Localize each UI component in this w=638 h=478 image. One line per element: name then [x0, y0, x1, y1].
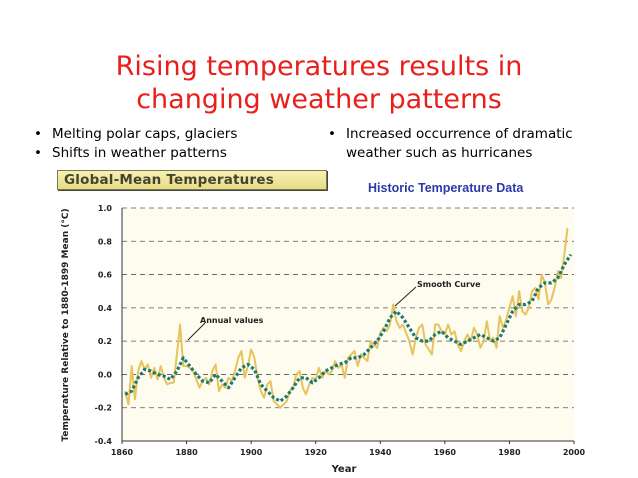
y-tick-label: 0.8	[98, 237, 113, 246]
y-tick-labels: 1.0 0.8 0.6 0.4 0.2 0.0 -0.2 -0.4	[95, 204, 113, 446]
y-tick-label: 0.0	[98, 370, 113, 379]
annual-values-series	[124, 227, 569, 409]
bullet-text-line-2: weather such as hurricanes	[346, 145, 533, 161]
annual-values-line	[124, 227, 569, 409]
bullet-list-right: Increased occurrence of dramatic weather…	[324, 125, 624, 163]
x-tick-label: 1860	[111, 448, 134, 457]
bullet-item: Increased occurrence of dramatic weather…	[324, 125, 624, 163]
y-tick-label: -0.4	[95, 437, 113, 446]
y-tick-label: 0.4	[98, 304, 113, 313]
smooth-curve-line	[124, 253, 573, 403]
x-tick-label: 1980	[498, 448, 521, 457]
x-tick-label: 1880	[175, 448, 198, 457]
y-axis-label: Temperature Relative to 1880-1899 Mean (…	[61, 208, 71, 441]
x-tick-labels: 1860 1880 1900 1920 1940 1960 1980 2000	[111, 441, 586, 457]
bullet-item: Melting polar caps, glaciers	[30, 125, 310, 144]
x-tick-label: 2000	[563, 448, 586, 457]
y-tick-label: 0.6	[98, 271, 113, 280]
y-tick-label: 1.0	[98, 204, 113, 213]
y-tick-label: 0.2	[98, 337, 112, 346]
bullet-list-left: Melting polar caps, glaciers Shifts in w…	[30, 125, 310, 163]
x-tick-label: 1940	[369, 448, 392, 457]
annotations: Annual values Smooth Curve	[187, 280, 481, 341]
slide-title-line-2: changing weather patterns	[136, 84, 502, 115]
annual-values-annotation: Annual values	[200, 316, 264, 325]
plot-area	[122, 208, 574, 441]
x-tick-label: 1900	[240, 448, 263, 457]
smooth-curve-annotation: Smooth Curve	[417, 280, 481, 289]
x-axis-label: Year	[331, 464, 357, 475]
smooth-curve-pointer	[394, 286, 417, 307]
bullet-text-line-1: Increased occurrence of dramatic	[346, 126, 573, 142]
chart-title: Global-Mean Temperatures	[64, 172, 274, 188]
slide-title: Rising temperatures results in changing …	[40, 50, 598, 116]
x-tick-label: 1960	[434, 448, 457, 457]
chart-title-banner: Global-Mean Temperatures	[57, 170, 327, 190]
historic-temperature-label: Historic Temperature Data	[368, 181, 524, 195]
x-tick-label: 1920	[305, 448, 328, 457]
y-tick-label: -0.2	[95, 404, 113, 413]
slide-title-line-1: Rising temperatures results in	[115, 51, 523, 82]
bullet-item: Shifts in weather patterns	[30, 144, 310, 163]
smooth-curve-series	[124, 253, 573, 403]
annual-values-pointer	[187, 322, 206, 341]
